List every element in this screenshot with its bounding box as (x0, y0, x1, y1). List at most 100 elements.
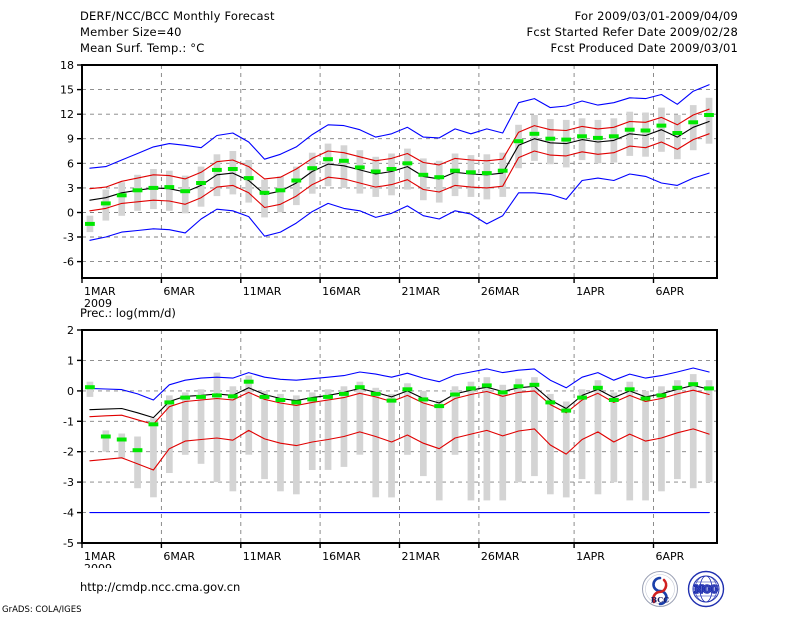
median-marker (386, 167, 397, 171)
spread-bar (578, 389, 586, 480)
spread-bar (467, 155, 475, 197)
spread-bar (547, 119, 554, 165)
x-tick-label: 11MAR (243, 550, 282, 563)
median-marker (481, 171, 492, 176)
spread-bar (451, 386, 459, 455)
median-marker (148, 185, 159, 190)
median-marker (259, 190, 270, 195)
spread-bar (642, 112, 649, 157)
median-marker (339, 158, 349, 163)
spread-bar (324, 143, 332, 187)
y-tick-label: -1 (63, 415, 74, 428)
median-marker (577, 395, 587, 400)
x-tick-label: 1MAR (84, 285, 116, 298)
median-marker (466, 386, 476, 391)
website-url[interactable]: http://cmdp.ncc.cma.gov.cn (80, 580, 241, 594)
spread-bar (435, 160, 443, 203)
spread-bar (134, 174, 141, 211)
spread-bar (515, 378, 522, 483)
bcc-logo: BCC (642, 571, 678, 607)
y-tick-label: 9 (67, 133, 74, 146)
median-marker (354, 385, 365, 390)
median-marker (593, 135, 603, 140)
median-marker (529, 382, 540, 387)
spread-bar (420, 158, 427, 201)
spread-bar (340, 145, 348, 188)
member-size-label: Member Size=40 (80, 25, 182, 39)
spread-bar (547, 393, 554, 495)
median-marker (529, 131, 540, 136)
spread-bar (324, 389, 332, 470)
median-marker (497, 390, 508, 395)
spread-bar (118, 182, 126, 216)
y-tick-label: -3 (63, 231, 74, 244)
spread-bar (404, 383, 411, 455)
median-marker (370, 391, 381, 396)
median-marker (624, 127, 635, 132)
bottom-chart-variable-label: Prec.: log(mm/d) (80, 306, 176, 320)
x-tick-label: 1MAR (84, 550, 116, 563)
median-marker (275, 188, 286, 193)
spread-bar (689, 374, 697, 489)
spread-bar (420, 390, 427, 477)
svg-text:NCC: NCC (695, 586, 718, 596)
y-tick-label: 3 (67, 182, 74, 195)
spread-bar (705, 97, 713, 144)
median-marker (640, 128, 651, 133)
spread-bar (483, 377, 491, 501)
spread-bar (86, 381, 94, 397)
spread-bar (150, 418, 157, 498)
x-tick-label: 21MAR (402, 285, 441, 298)
spread-bar (610, 392, 618, 483)
series-line-q25 (89, 428, 710, 471)
y-tick-label: 6 (67, 157, 74, 170)
x-tick-label: 16MAR (322, 285, 361, 298)
median-marker (624, 387, 635, 392)
page-title: DERF/NCC/BCC Monthly Forecast (80, 9, 275, 23)
y-tick-label: -2 (63, 446, 74, 459)
spread-bar (356, 150, 364, 194)
median-marker (212, 393, 222, 398)
spread-bar (499, 152, 507, 197)
spread-bar (293, 166, 300, 206)
median-marker (339, 391, 349, 396)
spread-bars (86, 372, 713, 501)
median-marker (85, 385, 95, 390)
spread-bar (531, 377, 538, 477)
median-marker (656, 393, 667, 398)
spread-bar (277, 393, 284, 492)
spread-bar (293, 395, 300, 495)
median-marker (85, 221, 95, 226)
median-marker (672, 385, 683, 390)
y-tick-label: 15 (60, 84, 74, 97)
median-marker (450, 392, 460, 397)
median-marker (593, 385, 603, 390)
spread-bar (451, 153, 459, 197)
forecast-period-label: For 2009/03/01-2009/04/09 (574, 9, 738, 23)
spread-bar (562, 401, 570, 498)
gridlines (82, 330, 717, 543)
median-marker (132, 448, 143, 453)
svg-text:BCC: BCC (651, 596, 669, 605)
x-tick-label: 21MAR (402, 550, 441, 563)
median-marker (418, 397, 429, 402)
x-tick-label: 11MAR (243, 285, 282, 298)
median-marker (132, 188, 143, 193)
y-tick-label: 12 (60, 108, 74, 121)
median-marker (164, 400, 175, 405)
median-marker (370, 169, 381, 174)
median-marker (688, 382, 699, 387)
y-tick-label: 18 (60, 59, 74, 72)
y-tick-label: -3 (63, 476, 74, 489)
x-tick-label: 6MAR (163, 285, 195, 298)
median-marker (180, 395, 191, 400)
median-marker (402, 161, 413, 166)
median-marker (497, 168, 508, 173)
y-tick-label: -4 (63, 507, 74, 520)
median-marker (545, 400, 556, 405)
spread-bar (674, 380, 681, 480)
spread-bar (118, 433, 126, 458)
